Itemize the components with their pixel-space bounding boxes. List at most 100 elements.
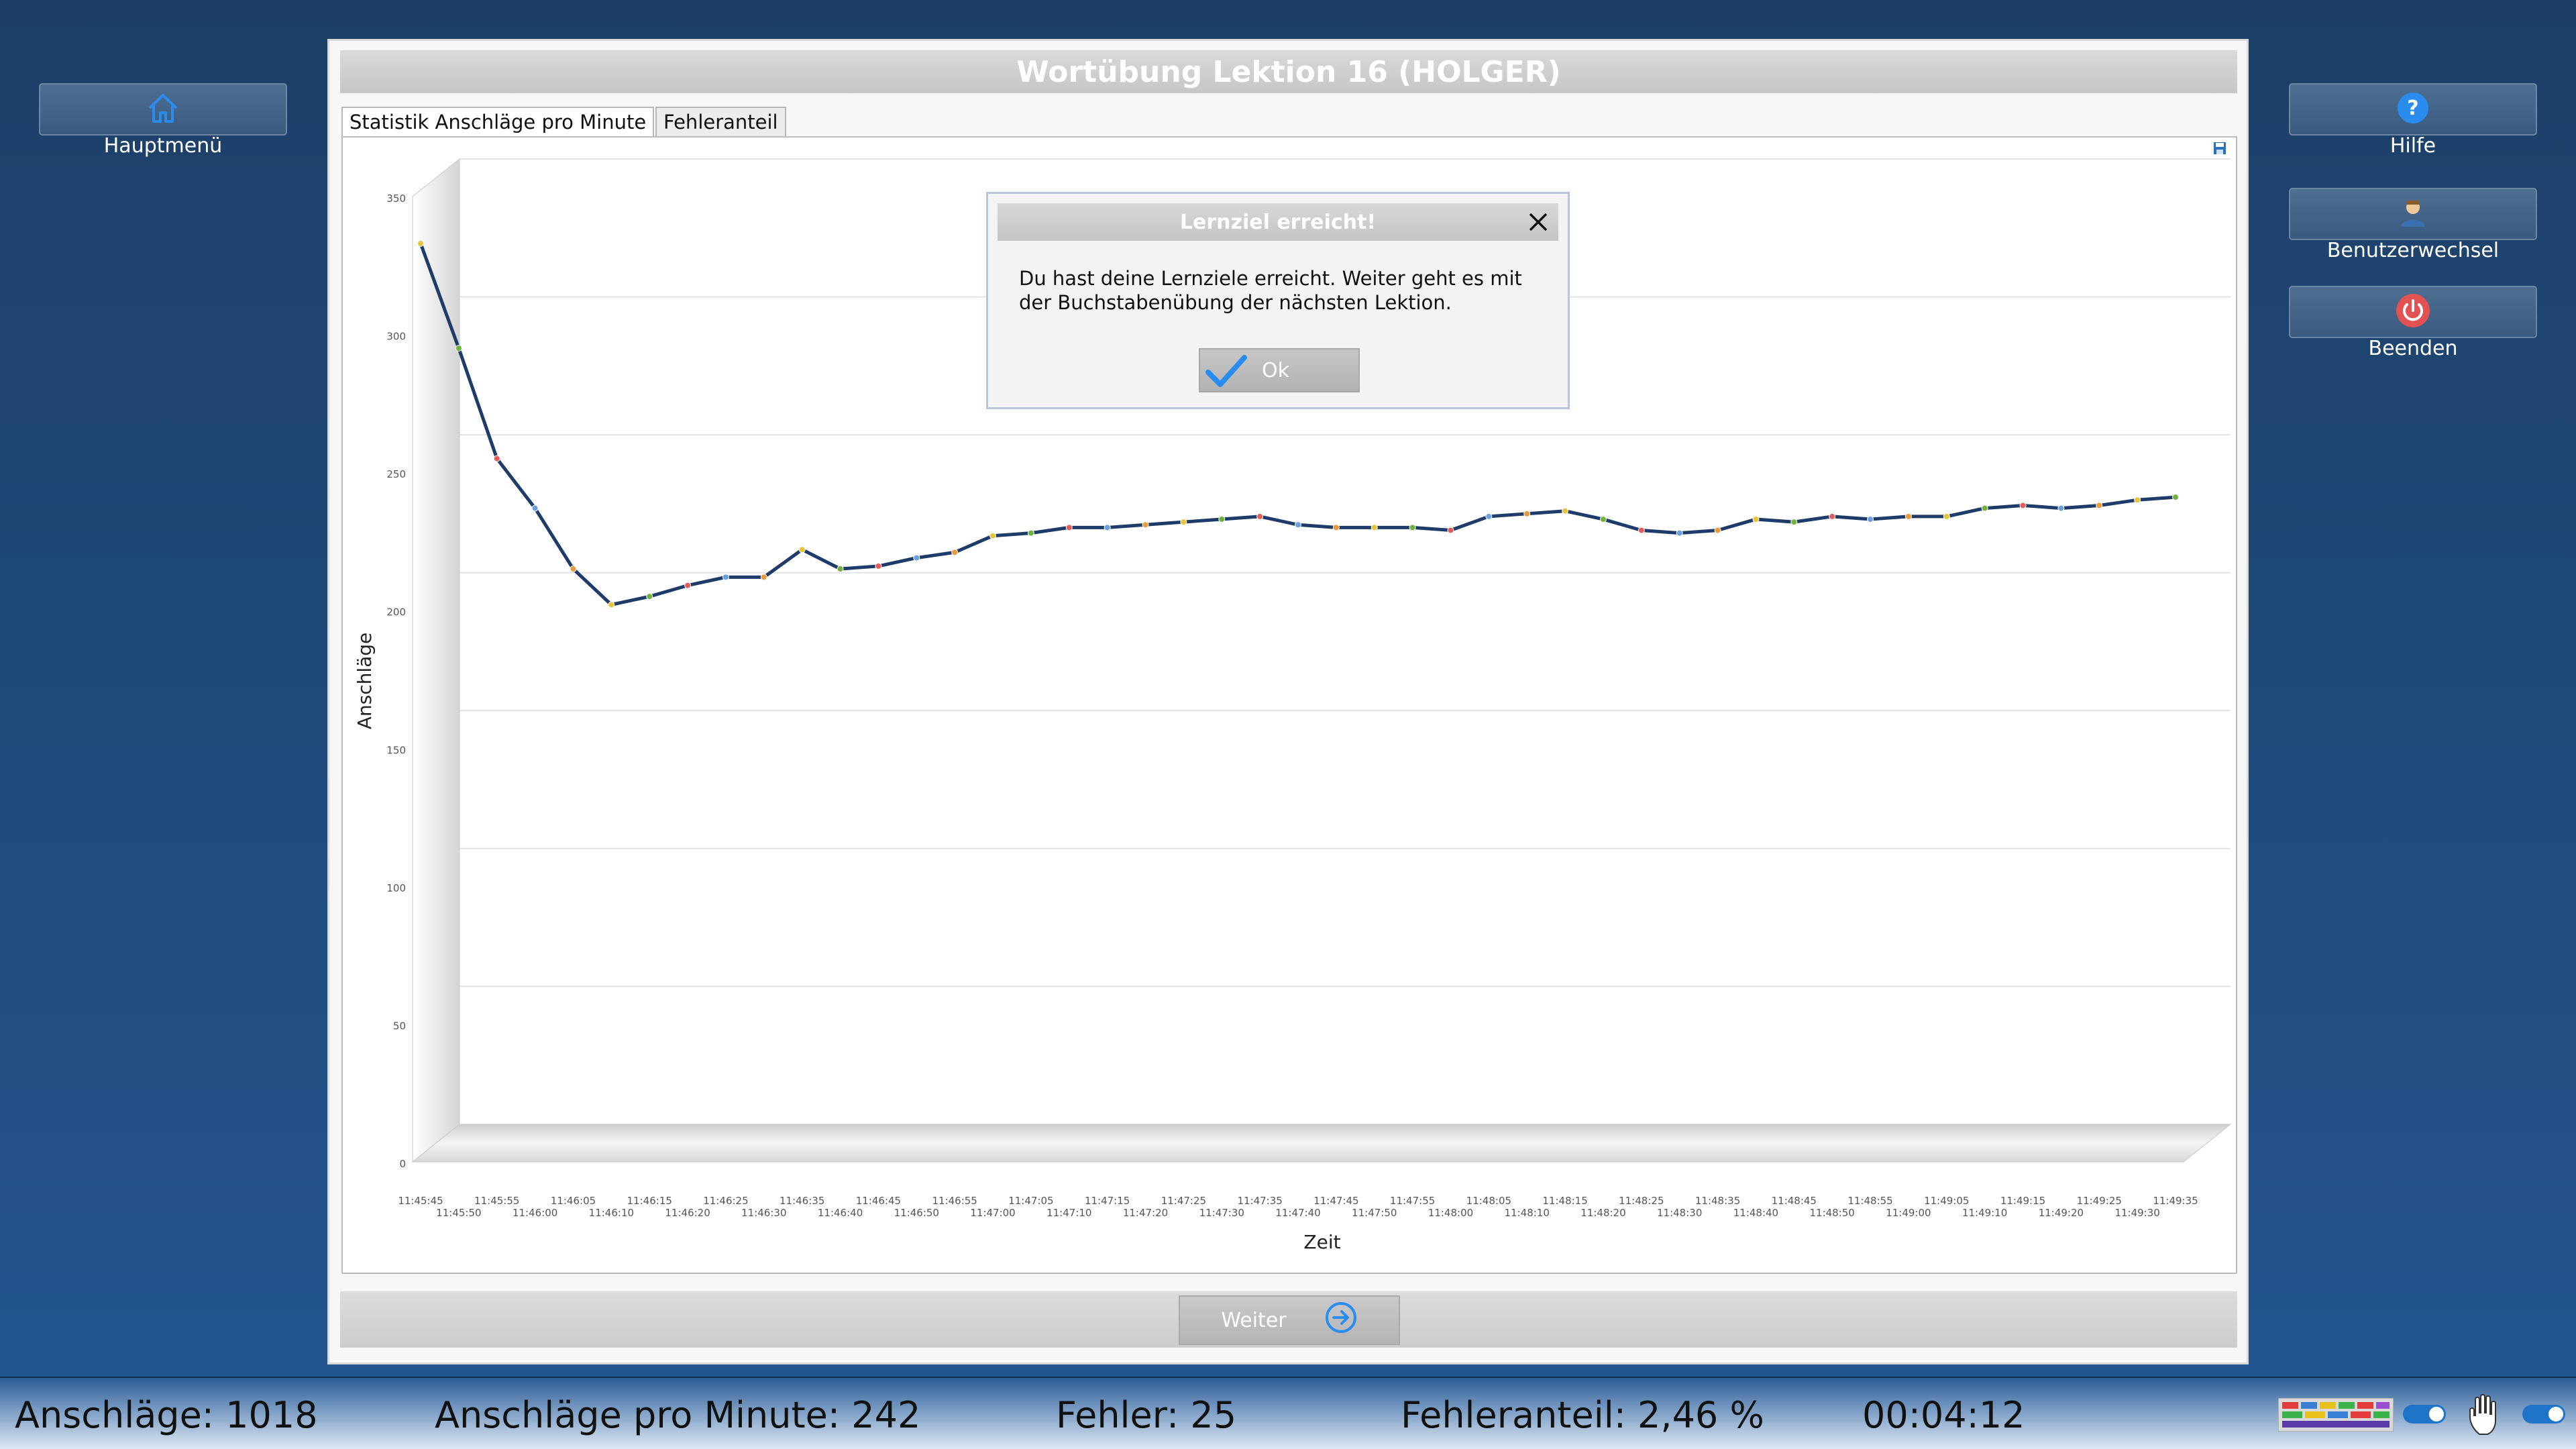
data-point bbox=[1562, 507, 1569, 515]
x-tick-label: 11:48:30 bbox=[1657, 1207, 1702, 1219]
data-point bbox=[1485, 513, 1493, 520]
data-point bbox=[913, 554, 920, 561]
help-label: Hilfe bbox=[2390, 134, 2436, 158]
data-point bbox=[1790, 519, 1798, 526]
dialog-title-text: Lernziel erreicht! bbox=[1179, 210, 1377, 234]
chart-panel: 0 50 100 150 200 250 300 350 11:45:45 11:45:50 11… bbox=[341, 136, 2237, 1274]
switch-user-button[interactable] bbox=[2289, 188, 2537, 240]
x-tick-label: 11:46:05 bbox=[551, 1195, 596, 1207]
data-point bbox=[1027, 529, 1034, 537]
hand-toggle[interactable] bbox=[2522, 1405, 2565, 1424]
ok-label: Ok bbox=[1262, 359, 1289, 382]
data-point bbox=[1295, 521, 1301, 529]
x-tick-label: 11:45:50 bbox=[436, 1207, 481, 1219]
y-tick-label: 350 bbox=[386, 193, 406, 205]
keystrokes-count: Anschläge: 1018 bbox=[15, 1394, 318, 1436]
x-tick-label: 11:48:20 bbox=[1580, 1207, 1625, 1219]
home-icon bbox=[146, 92, 180, 127]
weiter-button[interactable]: Weiter bbox=[1179, 1295, 1400, 1345]
y-tick-label: 200 bbox=[386, 606, 406, 619]
x-tick-label: 11:49:20 bbox=[2039, 1207, 2084, 1219]
data-point bbox=[722, 574, 729, 581]
x-tick-label: 11:46:10 bbox=[589, 1207, 634, 1219]
arrow-right-circle-icon bbox=[1324, 1301, 1358, 1340]
close-icon[interactable] bbox=[1525, 209, 1552, 235]
check-icon bbox=[1204, 354, 1248, 395]
x-tick-label: 11:49:30 bbox=[2114, 1207, 2159, 1219]
switch-user-label: Benutzerwechsel bbox=[2326, 239, 2500, 262]
tab-error-rate[interactable]: Fehleranteil bbox=[655, 107, 786, 136]
x-tick-label: 11:46:55 bbox=[932, 1195, 977, 1207]
x-axis-label: Zeit bbox=[1303, 1231, 1340, 1253]
help-button[interactable]: ? bbox=[2289, 83, 2537, 136]
data-point bbox=[646, 593, 653, 600]
x-tick-label: 11:49:05 bbox=[1924, 1195, 1969, 1207]
main-window: Wortübung Lektion 16 (HOLGER) Statistik … bbox=[327, 39, 2249, 1364]
data-point bbox=[1256, 513, 1264, 520]
x-tick-label: 11:48:55 bbox=[1847, 1195, 1892, 1207]
x-tick-label: 11:48:15 bbox=[1542, 1195, 1587, 1207]
data-point bbox=[1829, 513, 1836, 520]
data-point bbox=[1523, 510, 1531, 517]
x-tick-label: 11:47:25 bbox=[1161, 1195, 1206, 1207]
x-tick-label: 11:48:05 bbox=[1466, 1195, 1511, 1207]
x-tick-label: 11:46:45 bbox=[856, 1195, 901, 1207]
y-tick-label: 0 bbox=[399, 1158, 406, 1170]
x-tick-label: 11:49:25 bbox=[2077, 1195, 2122, 1207]
keyboard-icon[interactable] bbox=[2277, 1397, 2394, 1434]
save-icon[interactable] bbox=[2213, 142, 2226, 158]
x-tick-label: 11:46:50 bbox=[894, 1207, 939, 1219]
goal-reached-dialog: Lernziel erreicht! Du hast deine Lernzie… bbox=[986, 192, 1570, 409]
x-tick-label: 11:47:15 bbox=[1085, 1195, 1130, 1207]
x-tick-label: 11:48:10 bbox=[1505, 1207, 1550, 1219]
data-point bbox=[1714, 527, 1721, 534]
tab-statistics[interactable]: Statistik Anschläge pro Minute bbox=[341, 107, 655, 136]
hand-icon[interactable] bbox=[2466, 1393, 2506, 1440]
data-point bbox=[570, 566, 577, 573]
x-tick-label: 11:47:35 bbox=[1237, 1195, 1282, 1207]
data-point bbox=[1065, 524, 1073, 531]
weiter-label: Weiter bbox=[1221, 1308, 1287, 1332]
x-tick-label: 11:47:05 bbox=[1008, 1195, 1053, 1207]
quit-button[interactable] bbox=[2289, 286, 2537, 338]
data-point bbox=[1409, 524, 1416, 531]
y-tick-label: 300 bbox=[386, 331, 406, 343]
data-point bbox=[798, 546, 806, 553]
x-tick-label: 11:46:40 bbox=[818, 1207, 863, 1219]
dialog-message-line1: Du hast deine Lernziele erreicht. Weiter… bbox=[1019, 267, 1522, 290]
x-tick-label: 11:46:30 bbox=[741, 1207, 786, 1219]
x-tick-label: 11:48:35 bbox=[1695, 1195, 1740, 1207]
data-point bbox=[875, 562, 882, 570]
keyboard-toggle[interactable] bbox=[2403, 1405, 2446, 1424]
home-button[interactable] bbox=[39, 83, 287, 136]
x-tick-label: 11:46:25 bbox=[703, 1195, 748, 1207]
y-axis-label: Anschläge bbox=[354, 633, 376, 730]
data-point bbox=[1676, 529, 1683, 537]
data-point bbox=[1180, 519, 1187, 526]
dialog-message: Du hast deine Lernziele erreicht. Weiter… bbox=[1019, 266, 1542, 315]
x-tick-label: 11:48:25 bbox=[1619, 1195, 1664, 1207]
x-tick-label: 11:47:00 bbox=[970, 1207, 1015, 1219]
data-point bbox=[455, 345, 462, 352]
y-tick-label: 250 bbox=[386, 468, 406, 480]
data-point bbox=[1142, 521, 1149, 529]
ok-button[interactable]: Ok bbox=[1199, 348, 1360, 392]
data-point bbox=[1981, 504, 1988, 512]
help-icon: ? bbox=[2396, 91, 2430, 127]
x-tick-label: 11:47:40 bbox=[1275, 1207, 1320, 1219]
svg-text:?: ? bbox=[2407, 97, 2418, 120]
data-point bbox=[760, 574, 767, 581]
data-point bbox=[493, 455, 500, 462]
data-point bbox=[2096, 502, 2103, 509]
x-tick-label: 11:47:20 bbox=[1123, 1207, 1168, 1219]
x-tick-label: 11:47:30 bbox=[1199, 1207, 1244, 1219]
keystrokes-per-minute: Anschläge pro Minute: 242 bbox=[435, 1394, 921, 1436]
x-tick-label: 11:48:50 bbox=[1809, 1207, 1854, 1219]
data-point bbox=[989, 532, 997, 539]
data-point bbox=[608, 601, 615, 608]
x-tick-label: 11:45:55 bbox=[474, 1195, 519, 1207]
data-point bbox=[1867, 516, 1874, 523]
x-tick-label: 11:49:15 bbox=[2000, 1195, 2045, 1207]
x-tick-label: 11:49:35 bbox=[2153, 1195, 2198, 1207]
x-tick-label: 11:45:45 bbox=[398, 1195, 443, 1207]
